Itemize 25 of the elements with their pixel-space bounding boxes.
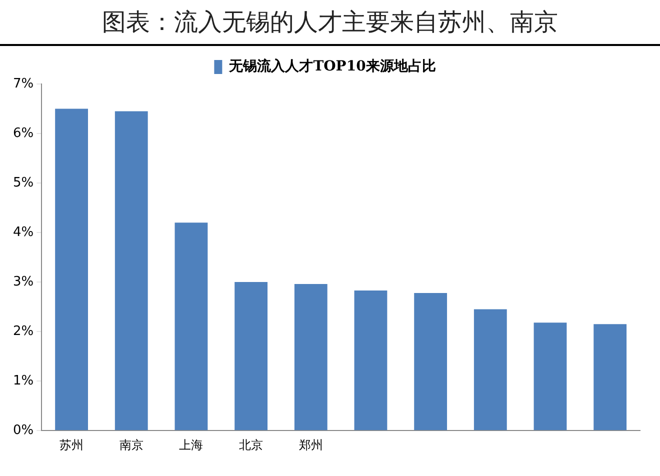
y-tick-label: 0% bbox=[13, 422, 34, 438]
x-tick-label: 苏州 bbox=[60, 438, 84, 452]
bar bbox=[474, 309, 507, 430]
bar bbox=[114, 111, 148, 430]
y-tick-label: 4% bbox=[13, 224, 34, 240]
x-tick-label: 北京 bbox=[239, 438, 264, 452]
x-tick-label: 上海 bbox=[179, 438, 204, 452]
bar bbox=[354, 290, 388, 430]
bar bbox=[234, 282, 268, 430]
x-tick-label: 南京 bbox=[119, 438, 144, 452]
y-tick-label: 5% bbox=[13, 175, 34, 190]
bar bbox=[414, 292, 448, 430]
bar bbox=[174, 222, 208, 430]
bar bbox=[294, 284, 328, 430]
bar bbox=[594, 324, 627, 430]
bar bbox=[55, 108, 88, 430]
bar bbox=[534, 322, 567, 430]
y-tick-label: 6% bbox=[13, 126, 34, 141]
chart-title: 图表：流入无锡的人才主要来自苏州、南京 bbox=[0, 0, 660, 46]
y-tick-label: 7% bbox=[13, 76, 34, 92]
y-tick-label: 3% bbox=[13, 274, 34, 290]
legend-label: 无锡流入人才TOP10来源地占比 bbox=[228, 58, 436, 75]
y-tick-label: 2% bbox=[13, 324, 34, 339]
y-tick-label: 1% bbox=[13, 373, 34, 388]
x-tick-label: 郑州 bbox=[298, 438, 323, 452]
